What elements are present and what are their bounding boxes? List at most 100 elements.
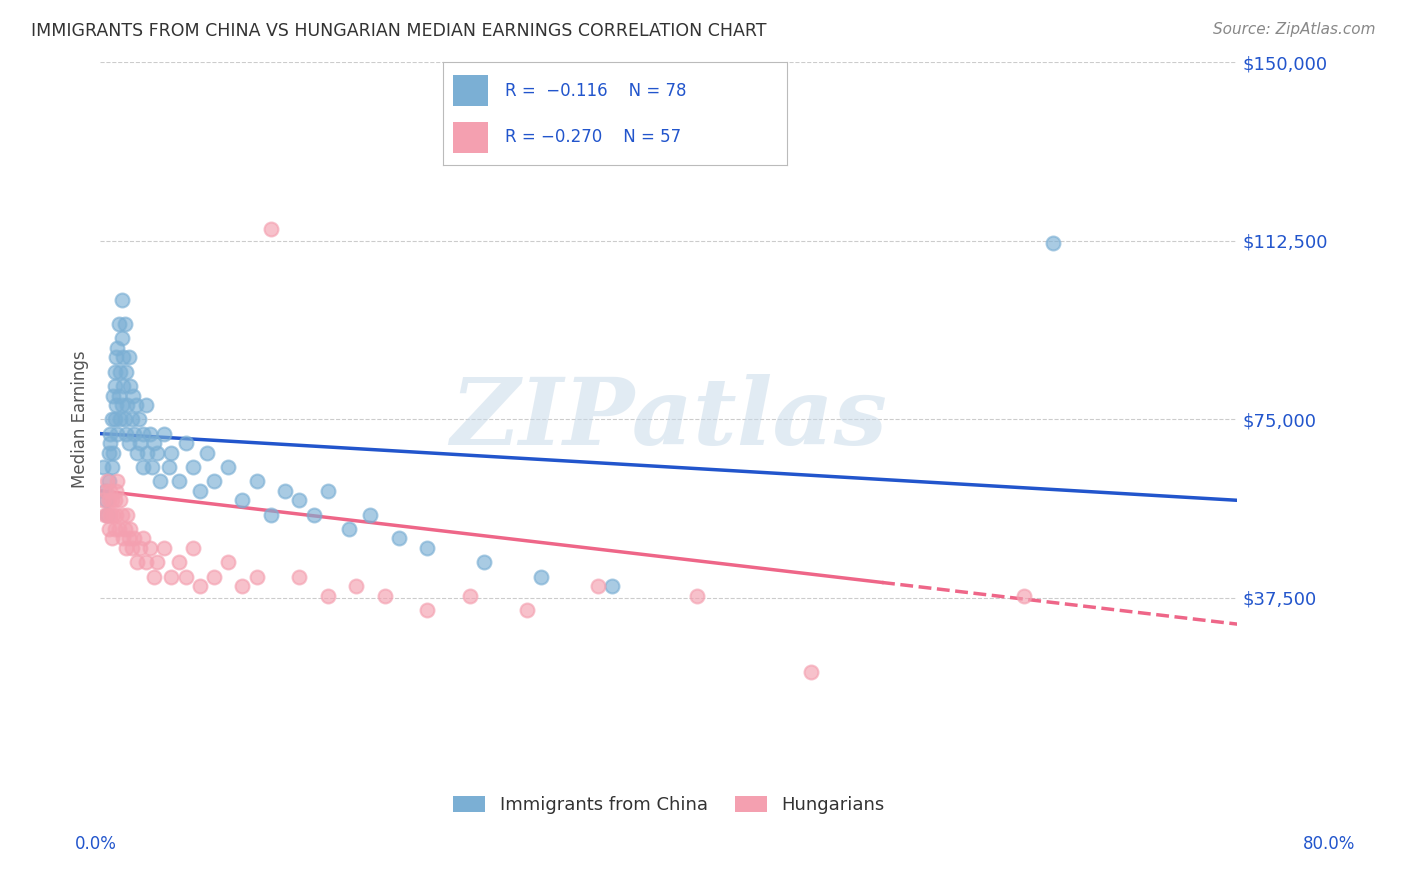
Point	[91, 493, 114, 508]
Point	[114, 522, 136, 536]
Point	[108, 388, 131, 402]
Text: ZIPatlas: ZIPatlas	[450, 375, 887, 465]
Point	[800, 665, 823, 679]
Point	[128, 412, 150, 426]
Point	[107, 341, 129, 355]
Point	[111, 293, 134, 308]
Point	[108, 522, 131, 536]
Point	[316, 589, 339, 603]
Point	[135, 555, 157, 569]
Point	[136, 445, 159, 459]
Point	[586, 579, 609, 593]
Point	[98, 483, 121, 498]
Point	[125, 398, 148, 412]
Point	[416, 541, 439, 555]
Point	[108, 317, 131, 331]
Point	[112, 379, 135, 393]
Point	[160, 569, 183, 583]
Point	[174, 569, 197, 583]
Point	[374, 589, 396, 603]
Point	[120, 379, 142, 393]
Point	[260, 508, 283, 522]
Point	[117, 398, 139, 412]
Point	[110, 493, 132, 508]
Point	[167, 555, 190, 569]
Point	[174, 436, 197, 450]
Point	[114, 317, 136, 331]
Point	[274, 483, 297, 498]
Legend: Immigrants from China, Hungarians: Immigrants from China, Hungarians	[446, 789, 893, 822]
Point	[101, 508, 124, 522]
Point	[388, 532, 411, 546]
Point	[118, 532, 141, 546]
Point	[160, 445, 183, 459]
Point	[97, 493, 120, 508]
Point	[202, 569, 225, 583]
Point	[202, 475, 225, 489]
Point	[93, 483, 115, 498]
Point	[111, 508, 134, 522]
Point	[124, 532, 146, 546]
Text: 80.0%: 80.0%	[1302, 835, 1355, 853]
Point	[600, 579, 623, 593]
Point	[103, 379, 125, 393]
Point	[91, 460, 114, 475]
Point	[100, 460, 122, 475]
Point	[93, 508, 115, 522]
Point	[115, 426, 138, 441]
Point	[129, 436, 152, 450]
Bar	[453, 122, 488, 153]
Point	[103, 412, 125, 426]
Point	[100, 493, 122, 508]
Point	[127, 555, 149, 569]
Point	[121, 412, 143, 426]
Point	[217, 555, 239, 569]
Point	[101, 388, 124, 402]
Y-axis label: Median Earnings: Median Earnings	[72, 351, 89, 488]
Point	[110, 412, 132, 426]
Point	[149, 475, 172, 489]
Point	[121, 541, 143, 555]
Point	[316, 483, 339, 498]
Point	[96, 475, 118, 489]
Point	[107, 475, 129, 489]
Point	[132, 532, 155, 546]
Point	[111, 398, 134, 412]
Point	[118, 351, 141, 365]
Point	[127, 445, 149, 459]
Point	[472, 555, 495, 569]
Point	[153, 426, 176, 441]
Point	[139, 541, 162, 555]
Point	[344, 579, 367, 593]
Point	[359, 508, 381, 522]
Text: R =  −0.116    N = 78: R = −0.116 N = 78	[505, 82, 686, 100]
Point	[104, 508, 127, 522]
Point	[146, 555, 169, 569]
Point	[124, 426, 146, 441]
Point	[94, 493, 117, 508]
Point	[115, 365, 138, 379]
Point	[98, 508, 121, 522]
Point	[231, 493, 253, 508]
Point	[96, 508, 118, 522]
Point	[107, 426, 129, 441]
Point	[97, 522, 120, 536]
Point	[104, 351, 127, 365]
Text: R = −0.270    N = 57: R = −0.270 N = 57	[505, 128, 681, 145]
Point	[98, 426, 121, 441]
Point	[217, 460, 239, 475]
Point	[100, 532, 122, 546]
Point	[118, 436, 141, 450]
Point	[288, 493, 311, 508]
Point	[110, 365, 132, 379]
Point	[1012, 589, 1035, 603]
Point	[94, 483, 117, 498]
Point	[139, 426, 162, 441]
Point	[114, 412, 136, 426]
Point	[104, 483, 127, 498]
Point	[135, 398, 157, 412]
Point	[132, 426, 155, 441]
Point	[104, 398, 127, 412]
Point	[132, 460, 155, 475]
Point	[260, 222, 283, 236]
